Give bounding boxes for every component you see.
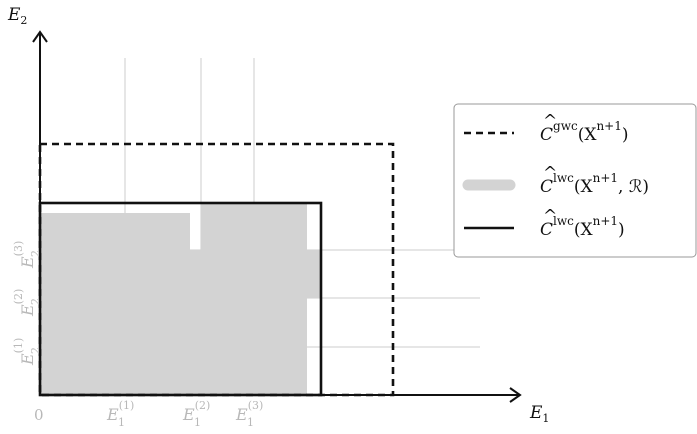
y-axis-label: E2 [7,5,27,27]
x-axis-label: E1 [529,403,549,425]
shaded-region [40,203,320,395]
x-tick-label-1: E(1) [106,399,134,424]
y-tick-sub-1: 2 [29,347,42,354]
x-tick-sub-2: 1 [194,416,201,429]
y-tick-label-1: E(1) [12,338,37,366]
legend-label-gwc: Cgwc(Xn+1) [540,119,629,145]
legend-hat-lwc-region: ^ [543,163,557,183]
y-tick-sub-2: 2 [29,298,42,305]
y-tick-label-3: E(3) [12,241,37,269]
legend-label-lwc-region: Clwc(Xn+1, ℛ) [540,171,649,197]
legend-hat-gwc: ^ [543,111,557,131]
x-axis-arrowhead [509,387,522,403]
legend-box [453,103,697,258]
y-tick-sub-3: 2 [29,250,42,257]
y-axis-arrowhead [32,30,48,43]
x-tick-label-2: E(2) [182,399,210,424]
x-tick-labels: E(1) 1 E(2) 1 E(3) 1 [106,399,263,429]
y-tick-label-2: E(2) [12,289,37,317]
axes [32,30,522,403]
legend: Cgwc(Xn+1) ^ Clwc(Xn+1, ℛ) ^ Clwc(Xn+1) … [453,103,697,258]
y-tick-labels: E(1) 2 E(2) 2 E(3) 2 [12,241,42,366]
x-tick-sub-3: 1 [247,416,254,429]
origin-label: 0 [34,406,44,424]
x-tick-label-3: E(3) [235,399,263,424]
x-tick-sub-1: 1 [118,416,125,429]
legend-hat-lwc: ^ [543,206,557,226]
legend-label-lwc: Clwc(Xn+1) [540,214,625,240]
